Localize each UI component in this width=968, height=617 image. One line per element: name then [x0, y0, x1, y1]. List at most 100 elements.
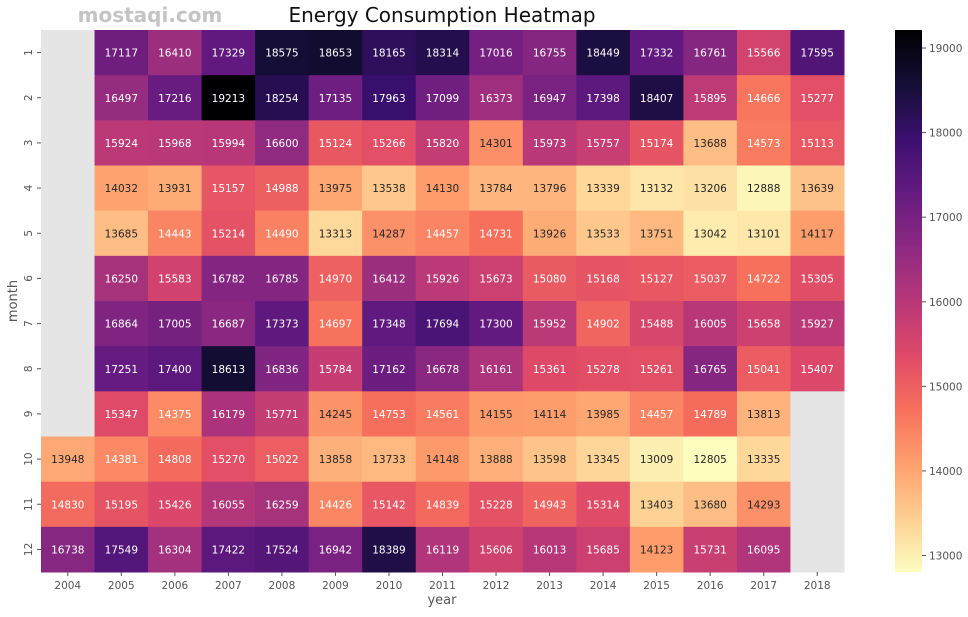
cell-value-label: 17524	[265, 544, 299, 556]
heatmap-cell	[148, 301, 203, 347]
cell-value-label: 15305	[801, 273, 834, 285]
cell-value-label: 14245	[319, 409, 352, 421]
cell-value-label: 17549	[105, 544, 138, 556]
heatmap-cell	[522, 255, 577, 302]
cell-value-label: 16373	[479, 93, 512, 105]
cell-value-label: 15924	[105, 138, 139, 150]
cell-value-label: 13685	[105, 228, 138, 240]
heatmap-cell-missing	[41, 165, 96, 212]
cell-value-label: 14697	[319, 319, 352, 331]
cell-value-label: 14155	[479, 409, 512, 421]
heatmap-cell	[94, 526, 149, 573]
heatmap-cell	[94, 391, 149, 437]
colorbar	[895, 30, 922, 572]
heatmap-cell	[362, 346, 417, 392]
heatmap-cell	[255, 255, 310, 302]
x-tick-label: 2009	[322, 580, 349, 592]
heatmap-cell	[629, 346, 684, 392]
heatmap-cell	[629, 120, 684, 166]
cell-value-label: 14148	[426, 454, 459, 466]
heatmap-cell	[148, 210, 203, 257]
heatmap-cell	[683, 436, 738, 483]
heatmap-cell	[415, 436, 470, 483]
heatmap-cell	[629, 210, 684, 257]
y-axis-label: month	[6, 280, 21, 322]
heatmap-cell	[736, 436, 791, 483]
cell-value-label: 15022	[265, 454, 298, 466]
heatmap-cell	[522, 120, 577, 166]
cell-value-label: 18165	[372, 48, 405, 60]
heatmap-cell	[255, 526, 310, 573]
cell-value-label: 16259	[265, 499, 298, 511]
heatmap-cell-missing	[41, 301, 96, 347]
heatmap-cell	[576, 210, 631, 257]
cell-value-label: 15973	[533, 138, 566, 150]
cell-value-label: 14561	[426, 409, 459, 421]
cell-value-label: 15228	[479, 499, 512, 511]
cell-value-label: 16013	[533, 544, 566, 556]
heatmap-cell	[469, 165, 524, 212]
cell-value-label: 16410	[158, 48, 191, 60]
heatmap-cell	[308, 210, 363, 257]
cell-value-label: 17329	[212, 48, 245, 60]
cell-value-label: 15927	[801, 319, 834, 331]
heatmap-cell	[201, 120, 256, 166]
heatmap-cell	[362, 165, 417, 212]
cell-value-label: 14573	[747, 138, 780, 150]
heatmap-cell	[790, 255, 845, 302]
heatmap-cell	[94, 120, 149, 166]
cell-value-label: 14426	[319, 499, 353, 511]
heatmap-cell	[683, 346, 738, 392]
cell-value-label: 15994	[212, 138, 246, 150]
heatmap-cell	[683, 210, 738, 257]
cell-value-label: 13101	[747, 228, 780, 240]
cell-value-label: 16095	[747, 544, 780, 556]
cell-value-label: 15124	[319, 138, 353, 150]
cell-value-label: 16687	[212, 319, 245, 331]
heatmap-cell	[790, 30, 845, 76]
heatmap-cell	[255, 210, 310, 257]
y-tick-label: 8	[23, 365, 35, 372]
cell-value-label: 16412	[372, 273, 405, 285]
heatmap-cell	[683, 165, 738, 212]
heatmap-cell	[201, 75, 256, 121]
x-tick-label: 2015	[643, 580, 670, 592]
heatmap-cell	[469, 120, 524, 166]
heatmap-cell	[790, 346, 845, 392]
heatmap-cell	[362, 481, 417, 528]
cell-value-label: 12888	[747, 183, 780, 195]
heatmap-cell-missing	[41, 346, 96, 392]
heatmap-cell	[308, 301, 363, 347]
heatmap-cell	[576, 120, 631, 166]
colorbar-tick-label: 14000	[929, 466, 962, 478]
heatmap-cell	[308, 75, 363, 121]
heatmap-cell	[736, 346, 791, 392]
cell-value-label: 18653	[319, 48, 352, 60]
heatmap-cell	[683, 255, 738, 302]
colorbar-ticks: 13000 14000 15000 16000 17000 18000 19000	[922, 43, 962, 563]
cell-value-label: 14666	[747, 93, 781, 105]
x-tick-label: 2005	[108, 580, 135, 592]
heatmap-cell	[94, 30, 149, 76]
heatmap-cell-missing	[41, 210, 96, 257]
heatmap-cell	[94, 210, 149, 257]
heatmap-cell	[629, 255, 684, 302]
cell-value-label: 17099	[426, 93, 459, 105]
heatmap-cell	[736, 30, 791, 76]
y-tick-label: 3	[23, 140, 35, 147]
x-tick-labels: 2004 2005 2006 2007 2008 2009 2010 2011 2012 2013…	[54, 572, 831, 592]
cell-value-label: 13680	[693, 499, 726, 511]
heatmap-cell	[362, 120, 417, 166]
y-tick-label: 7	[23, 320, 35, 327]
cell-value-label: 16179	[212, 409, 245, 421]
cell-value-label: 15195	[105, 499, 138, 511]
x-tick-label: 2006	[161, 580, 188, 592]
cell-value-label: 15968	[158, 138, 191, 150]
heatmap-cell	[148, 346, 203, 392]
heatmap-cell	[576, 255, 631, 302]
heatmap-cell	[790, 301, 845, 347]
cell-value-label: 15488	[640, 319, 673, 331]
cell-value-label: 15174	[640, 138, 674, 150]
heatmap-cell	[576, 526, 631, 573]
y-tick-label: 11	[23, 498, 35, 511]
